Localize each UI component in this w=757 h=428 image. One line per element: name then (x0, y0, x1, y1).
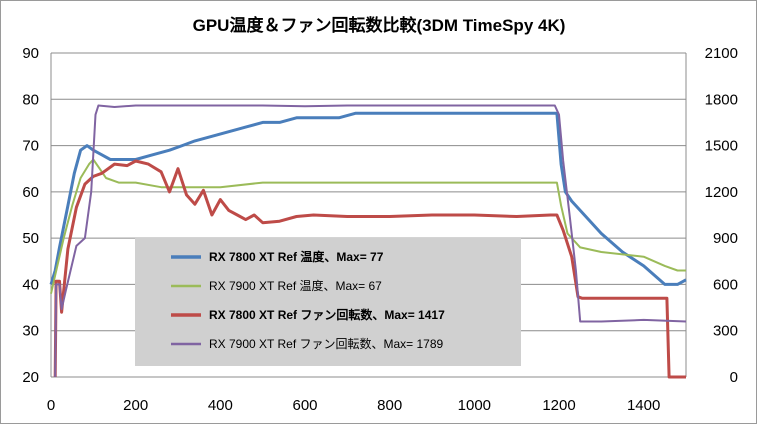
legend-label-4: RX 7900 XT Ref ファン回転数、Max= 1789 (209, 336, 444, 351)
series-line-4 (54, 104, 687, 378)
right-tick-1500: 1500 (705, 138, 738, 155)
x-tick-1200: 1200 (542, 397, 575, 414)
right-y-tick-labels: 0 300 600 900 1200 1500 1800 2100 (705, 45, 738, 386)
right-tick-1800: 1800 (705, 91, 738, 108)
series-line-3 (53, 159, 686, 379)
legend: RX 7800 XT Ref 温度、Max= 77 RX 7900 XT Ref … (135, 238, 521, 366)
left-tick-20: 20 (22, 369, 39, 386)
legend-label-2: RX 7900 XT Ref 温度、Max= 67 (209, 278, 382, 293)
axes (50, 53, 687, 378)
left-tick-50: 50 (22, 230, 39, 247)
right-tick-600: 600 (713, 276, 738, 293)
left-tick-30: 30 (22, 323, 39, 340)
x-tick-400: 400 (208, 397, 233, 414)
chart-title: GPU温度＆ファン回転数比較(3DM TimeSpy 4K) (193, 15, 566, 35)
left-y-tick-labels: 20 30 40 50 60 70 80 90 (22, 45, 39, 386)
x-tick-800: 800 (377, 397, 402, 414)
x-tick-labels: 0 200 400 600 800 1000 1200 1400 (47, 397, 661, 414)
series-lines (49, 104, 687, 379)
x-tick-1400: 1400 (627, 397, 660, 414)
left-tick-70: 70 (22, 138, 39, 155)
legend-label-1: RX 7800 XT Ref 温度、Max= 77 (209, 249, 384, 264)
left-tick-80: 80 (22, 91, 39, 108)
series-line-2 (50, 158, 686, 294)
right-tick-0: 0 (730, 369, 738, 386)
right-tick-900: 900 (713, 230, 738, 247)
right-tick-1200: 1200 (705, 184, 738, 201)
left-tick-90: 90 (22, 45, 39, 62)
legend-label-3: RX 7800 XT Ref ファン回転数、Max= 1417 (209, 307, 445, 322)
right-tick-2100: 2100 (705, 45, 738, 62)
left-tick-60: 60 (22, 184, 39, 201)
x-tick-200: 200 (123, 397, 148, 414)
series-line-1 (49, 111, 687, 286)
left-tick-40: 40 (22, 276, 39, 293)
right-tick-300: 300 (713, 323, 738, 340)
x-tick-1000: 1000 (458, 397, 491, 414)
x-tick-600: 600 (292, 397, 317, 414)
x-tick-0: 0 (47, 397, 55, 414)
